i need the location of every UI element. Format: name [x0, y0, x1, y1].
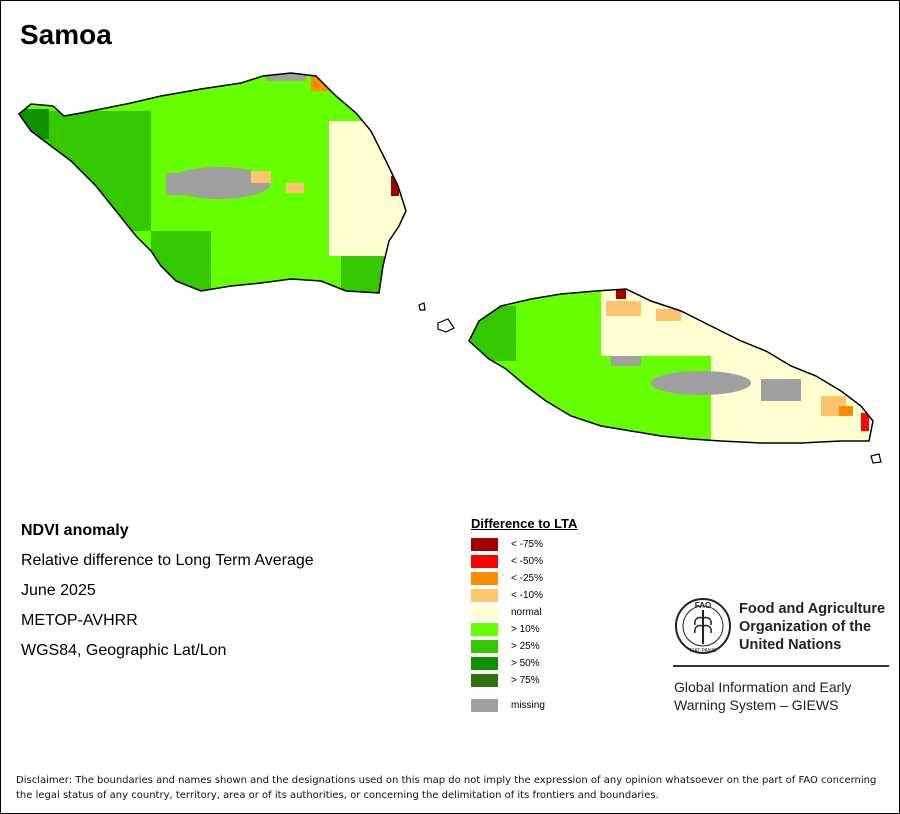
savaii-missing-west [166, 173, 206, 195]
disclaimer: Disclaimer: The boundaries and names sho… [16, 775, 877, 801]
legend-item: < -75% [471, 536, 577, 553]
savaii-neg10-patch-2 [286, 183, 304, 193]
islet-apolima [437, 318, 455, 333]
legend-item: > 10% [471, 621, 577, 638]
upolu-missing-core [651, 371, 751, 395]
legend-swatch [471, 623, 498, 636]
islet-east [870, 453, 882, 464]
legend-label: < -25% [511, 573, 543, 584]
upolu-west-midgreen [471, 306, 516, 361]
legend-item: missing [471, 697, 577, 714]
legend-swatch [471, 589, 498, 602]
legend-item: normal [471, 604, 577, 621]
fao-logo-motto: FIAT PANIS [690, 648, 717, 654]
legend-item: > 50% [471, 655, 577, 672]
upolu-neg10-north [606, 301, 641, 316]
legend-item: < -10% [471, 587, 577, 604]
upolu-missing-west [611, 356, 641, 366]
info-projection: WGS84, Geographic Lat/Lon [21, 642, 227, 659]
upolu-missing-east [761, 379, 801, 401]
legend: Difference to LTA < -75% < -50% < -25% < -1… [471, 516, 577, 714]
upolu-center-green [601, 356, 711, 443]
legend-item: < -50% [471, 553, 577, 570]
legend-swatch [471, 699, 498, 712]
legend-swatch [471, 572, 498, 585]
legend-label: > 50% [511, 658, 540, 669]
upolu-west-green [469, 289, 601, 443]
upolu-coastline [468, 288, 874, 444]
legend-swatch [471, 657, 498, 670]
legend-swatch [471, 538, 498, 551]
legend-label: normal [511, 607, 542, 618]
savaii-coastline [17, 72, 407, 294]
legend-item: > 75% [471, 672, 577, 689]
map-info: NDVI anomaly Relative difference to Long… [21, 521, 314, 671]
legend-label: > 10% [511, 624, 540, 635]
legend-label: missing [511, 700, 545, 711]
legend-swatch [471, 640, 498, 653]
legend-swatch [471, 555, 498, 568]
info-period: June 2025 [21, 582, 96, 599]
savaii-missing-north [266, 73, 306, 81]
legend-title: Difference to LTA [471, 516, 578, 531]
fao-logo-text: FAO [695, 601, 711, 610]
savaii-se-midgreen [341, 256, 386, 293]
giews-name: Global Information and Early Warning Sys… [674, 678, 851, 714]
legend-label: < -10% [511, 590, 543, 601]
fao-divider [673, 665, 889, 667]
legend-label: > 25% [511, 641, 540, 652]
legend-item: < -25% [471, 570, 577, 587]
info-subtitle: Relative difference to Long Term Average [21, 552, 314, 569]
upolu-neg25-east [839, 406, 853, 416]
giews-line-1: Global Information and Early [674, 679, 852, 695]
info-sensor: METOP-AVHRR [21, 612, 138, 629]
giews-line-2: Warning System – GIEWS [674, 697, 839, 713]
savaii-west-darkgreen [19, 109, 49, 139]
upolu-neg10-north-2 [656, 309, 681, 321]
savaii-neg10-patch [251, 171, 271, 183]
fao-logo: FAO FIAT PANIS [675, 598, 731, 654]
info-heading: NDVI anomaly [21, 522, 129, 539]
legend-label: < -75% [511, 539, 543, 550]
savaii-south-midgreen [151, 231, 211, 291]
map-title: Samoa [20, 19, 112, 50]
legend-item: > 25% [471, 638, 577, 655]
org-line-1: Food and Agriculture [739, 601, 886, 617]
legend-swatch [471, 606, 498, 619]
fao-org-name: Food and Agriculture Organization of the… [739, 600, 885, 654]
islet-small [418, 302, 426, 311]
org-line-2: Organization of the [739, 619, 872, 635]
upolu-neg50-east [861, 413, 869, 431]
org-line-3: United Nations [739, 637, 842, 653]
savaii-neg75-east [391, 176, 399, 196]
legend-swatch [471, 674, 498, 687]
legend-label: < -50% [511, 556, 543, 567]
upolu-island [469, 289, 873, 443]
upolu-neg75-north [616, 289, 626, 299]
legend-label: > 75% [511, 675, 540, 686]
savaii-island [19, 73, 406, 293]
